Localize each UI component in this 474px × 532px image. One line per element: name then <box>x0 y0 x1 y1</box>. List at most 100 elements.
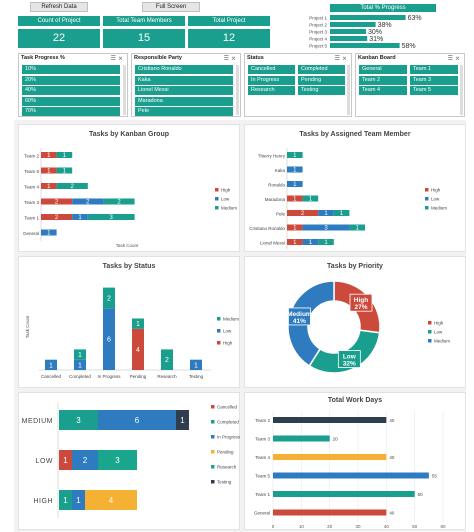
category-tick-label: In Progress <box>97 374 121 379</box>
legend-label: Medium <box>434 339 450 344</box>
legend-label: In Progress <box>217 435 241 440</box>
member-chart-panel: Tasks by Assigned Team Member Lionel Mes… <box>244 124 466 252</box>
kpi-value: 15 <box>103 29 185 48</box>
bar-value-label: 50 <box>418 492 424 497</box>
bar-value-label: 2 <box>117 200 121 206</box>
progress-bar <box>330 43 400 48</box>
bar-value-label: 3 <box>110 215 114 221</box>
data-label-category: High <box>354 297 368 304</box>
slicer-item[interactable]: Team 1 <box>410 65 458 74</box>
bar-value-label: 1 <box>78 215 82 221</box>
slicer-item[interactable]: General <box>359 65 407 74</box>
slicer-item[interactable]: Pending <box>298 75 345 85</box>
slicer-filter-icons[interactable]: ☰⨯ <box>447 56 462 62</box>
slicer-item[interactable]: 40% <box>22 86 120 95</box>
status-chart: Cancelled 1 Completed 1 1 In Progress 6 2 Pendin… <box>25 287 239 379</box>
kanban-chart-title: Tasks by Kanban Group <box>89 131 169 138</box>
slicer-item[interactable]: Completed <box>298 65 345 74</box>
x-tick-label: 0 <box>272 524 275 529</box>
slicer-item[interactable]: 20% <box>22 75 120 85</box>
bar-segment <box>103 287 115 309</box>
category-tick-label: LOW <box>36 458 53 465</box>
x-tick-label: 20 <box>327 524 333 529</box>
legend-swatch <box>211 480 215 484</box>
category-tick-label: Pele <box>276 212 286 217</box>
legend-swatch <box>211 465 215 469</box>
slicer-item[interactable]: Testing <box>298 86 345 95</box>
progress-bar <box>330 22 376 27</box>
kpi-label: Count of Project <box>18 16 100 26</box>
slicer-item[interactable]: Kaka <box>135 75 233 85</box>
bar-value-label: 1 <box>293 197 297 203</box>
slicer-scrollbar[interactable] <box>460 65 463 115</box>
refresh-data-button[interactable]: Refresh Data <box>30 2 88 12</box>
bar-segment <box>72 490 85 510</box>
bar-value-label: 2 <box>71 184 75 190</box>
data-label-category: Low <box>343 354 357 361</box>
legend-swatch <box>217 317 221 321</box>
legend-swatch <box>215 197 219 201</box>
legend-swatch <box>425 206 429 210</box>
category-tick-label: Research <box>157 374 177 379</box>
bar-value-label: 1 <box>63 153 67 159</box>
slicer-item[interactable]: 70% <box>22 107 120 116</box>
bar-value-label: 1 <box>63 496 68 505</box>
legend-swatch <box>217 341 221 345</box>
slicer-scrollbar[interactable] <box>347 65 350 115</box>
bar-segment <box>72 198 104 205</box>
x-tick-label: 40 <box>384 524 390 529</box>
slicer-item[interactable]: 10% <box>22 65 120 74</box>
bar-segment <box>287 239 303 245</box>
data-label-value: 27% <box>354 304 367 311</box>
slicer-item[interactable]: Team 3 <box>410 75 458 85</box>
slicer-item[interactable]: Maradona <box>135 96 233 106</box>
priority-status-chart-panel: MEDIUM 3 6 1 LOW 1 2 3 HIGH 1 1 4 Cancelled Completed… <box>18 392 241 530</box>
data-label-box <box>349 293 373 312</box>
slicer-item[interactable]: Team 5 <box>410 86 458 95</box>
workdays-chart: 0 10 20 30 40 50 60 Team 2 40 Team 3 20 Team 4 40 Tea… <box>254 411 446 529</box>
category-tick-label: Team 1 <box>24 216 39 221</box>
category-tick-label: Completed <box>69 374 91 379</box>
bar-value-label: 6 <box>135 416 140 425</box>
data-label-box <box>337 350 361 368</box>
bar-segment <box>41 167 57 174</box>
bar-segment <box>302 224 350 231</box>
bar-segment <box>59 450 72 470</box>
slicer-item[interactable]: Team 2 <box>359 75 407 85</box>
legend-swatch <box>211 435 215 439</box>
bar-segment <box>287 166 303 173</box>
legend-swatch <box>425 188 429 192</box>
bar-value-label: 1 <box>194 362 198 369</box>
slicer-item[interactable]: Lionel Messi <box>135 86 233 95</box>
full-screen-button[interactable]: Full Screen <box>142 2 200 12</box>
slicer-scrollbar[interactable] <box>123 65 126 115</box>
bar-segment <box>318 210 334 216</box>
bar-value-label: 1 <box>324 211 328 217</box>
legend-swatch <box>215 206 219 210</box>
slicer-title: Responsible Party <box>134 55 182 61</box>
slicer-filter-icons[interactable]: ☰⨯ <box>223 56 238 62</box>
bar-value-label: 1 <box>293 182 297 188</box>
bar <box>273 509 387 516</box>
bar-segment <box>132 328 144 370</box>
legend-swatch <box>211 420 215 424</box>
slicer-item[interactable]: Team 4 <box>359 86 407 95</box>
slicer-filter-icons[interactable]: ☰⨯ <box>110 56 125 62</box>
bar-segment <box>287 181 303 187</box>
slicer-item[interactable]: Pele <box>135 107 233 116</box>
slicer-title: Status <box>247 55 264 61</box>
bar-segment <box>287 224 303 231</box>
slicer-item[interactable]: 60% <box>22 96 120 106</box>
priority-chart-panel: Tasks by Priority High 27% Low 32% Medium 41%… <box>244 256 466 388</box>
slicer-item[interactable]: Cristiano Ronaldo <box>135 65 233 74</box>
slicer-scrollbar[interactable] <box>236 65 239 115</box>
legend-label: Low <box>434 330 443 335</box>
legend-label: Medium <box>221 206 237 211</box>
slicer-item[interactable]: Cancelled <box>248 65 295 74</box>
slicer-item[interactable]: Research <box>248 86 295 95</box>
slicer-item[interactable]: In Progress <box>248 75 295 85</box>
legend-swatch <box>217 329 221 333</box>
legend-label: High <box>434 321 444 326</box>
slicer-filter-icons[interactable]: ☰⨯ <box>334 56 349 62</box>
bar-segment <box>56 152 73 158</box>
